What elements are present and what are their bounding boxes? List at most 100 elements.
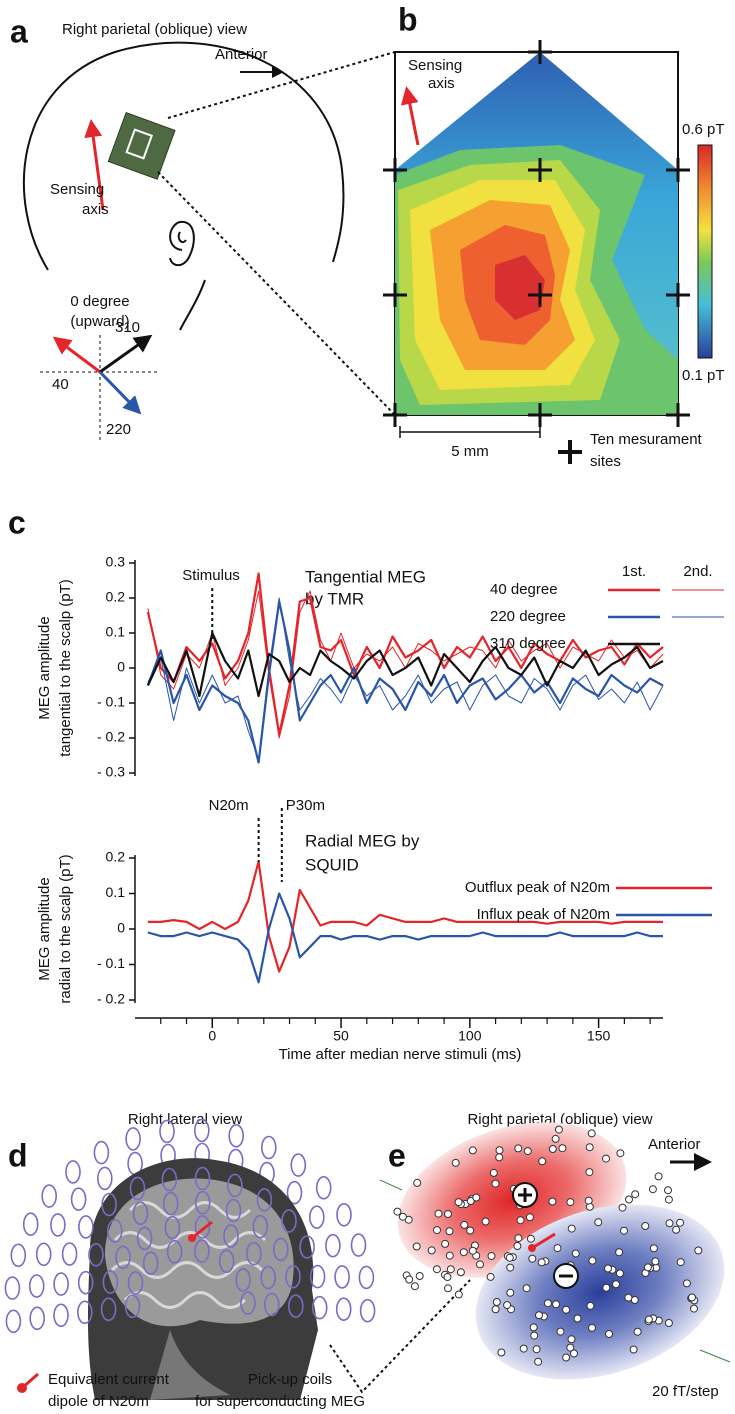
coil xyxy=(335,1297,352,1321)
y-tick-label: 0 xyxy=(117,920,125,936)
trace xyxy=(146,600,664,764)
coil xyxy=(65,1160,81,1184)
sensor-dot xyxy=(602,1283,611,1292)
sensor-dot xyxy=(548,1197,557,1206)
sensing-arrow xyxy=(400,86,420,146)
coil xyxy=(142,1251,159,1275)
sensor-dot xyxy=(466,1226,475,1235)
coil xyxy=(290,1153,307,1177)
coil xyxy=(252,1214,269,1239)
sensor-dot xyxy=(631,1190,640,1199)
coil xyxy=(100,1297,117,1322)
legend-label: Outflux peak of N20m xyxy=(465,879,610,896)
sensing-label: axis xyxy=(82,201,109,218)
coil xyxy=(35,1242,52,1267)
sensor-dot xyxy=(445,1227,454,1236)
legend-label: 310 degree xyxy=(490,635,566,652)
coil xyxy=(194,1215,211,1239)
sensor-dot xyxy=(604,1264,612,1273)
legend-label: 220 degree xyxy=(490,608,566,625)
sensor-dot xyxy=(454,1290,463,1299)
coil xyxy=(235,1268,251,1292)
coil xyxy=(286,1180,303,1205)
y-tick-label: 0.3 xyxy=(106,554,126,570)
sensor-dot xyxy=(620,1226,628,1235)
panel-label: d xyxy=(8,1137,28,1173)
coil xyxy=(225,1198,242,1223)
annotation: Stimulus xyxy=(182,567,240,584)
sensor-dot xyxy=(530,1331,539,1340)
sensor-dot xyxy=(664,1186,672,1195)
y-tick-label: - 0.2 xyxy=(97,991,125,1007)
anterior-label: Anterior xyxy=(215,46,268,63)
sensor-dot xyxy=(492,1298,501,1306)
sensor-dot xyxy=(585,1143,594,1152)
sensor-dot xyxy=(444,1284,452,1293)
coil xyxy=(77,1270,94,1295)
coil xyxy=(325,1233,341,1258)
legend-column: 1st. xyxy=(622,563,646,580)
sensor-dot xyxy=(523,1147,532,1156)
sensor-dot xyxy=(624,1293,633,1302)
sensor-dot xyxy=(454,1198,463,1207)
y-axis-title: MEG amplitude xyxy=(36,616,53,719)
y-tick-label: - 0.1 xyxy=(97,955,125,971)
sensor-dot xyxy=(552,1300,561,1309)
coil xyxy=(162,1191,179,1216)
site-legend: sites xyxy=(590,453,621,470)
dipole-label: Equivalent current xyxy=(48,1371,170,1388)
fit-line xyxy=(699,1349,731,1363)
coil xyxy=(22,1212,39,1236)
sensor-dot xyxy=(413,1178,422,1187)
sensor-dot xyxy=(412,1242,421,1251)
coil xyxy=(164,1215,181,1240)
sensor-dot xyxy=(665,1219,674,1228)
coil xyxy=(53,1272,69,1296)
site-legend: Ten mesurament xyxy=(590,431,703,448)
y-tick-label: - 0.3 xyxy=(97,764,125,780)
sensor-dot xyxy=(629,1345,638,1354)
sensor-dot xyxy=(633,1327,642,1336)
dipole-label: dipole of N20m xyxy=(48,1393,149,1410)
sensor-dot xyxy=(495,1153,504,1162)
sensor-dot xyxy=(525,1213,534,1222)
coil xyxy=(93,1140,110,1165)
trace xyxy=(147,860,663,973)
coil xyxy=(70,1187,87,1211)
coil xyxy=(101,1192,117,1217)
sensor-dot xyxy=(690,1304,698,1313)
coil xyxy=(50,1213,66,1237)
trace xyxy=(146,631,664,698)
chart-title: SQUID xyxy=(305,855,359,874)
coil xyxy=(41,1184,58,1208)
sensor-dot xyxy=(587,1129,596,1138)
degree-label: 220 xyxy=(106,421,131,438)
sensor-dot xyxy=(486,1272,495,1281)
sensor-dot xyxy=(519,1344,528,1353)
sensor-dot xyxy=(472,1193,481,1202)
sensor-dot xyxy=(566,1343,575,1352)
sensor-dot xyxy=(535,1311,543,1320)
site-legend-icon xyxy=(558,440,582,464)
sensor-dot xyxy=(393,1207,402,1216)
panel-label: a xyxy=(10,13,28,49)
coil xyxy=(29,1306,46,1331)
coil xyxy=(285,1264,301,1289)
degree-label: 310 xyxy=(115,319,140,336)
view-title: Right parietal (oblique) view xyxy=(467,1111,652,1128)
y-tick-label: 0.1 xyxy=(106,884,126,900)
panel-label: c xyxy=(8,504,26,540)
coil xyxy=(227,1173,243,1198)
sensor-dot xyxy=(441,1239,450,1248)
coil xyxy=(308,1205,325,1229)
coil xyxy=(256,1188,273,1212)
sensor-dot xyxy=(588,1323,596,1332)
coil xyxy=(218,1249,235,1273)
sensor-dot xyxy=(516,1216,525,1225)
coil xyxy=(194,1118,210,1143)
sensor-dot xyxy=(566,1198,575,1207)
coil xyxy=(287,1294,304,1318)
coil xyxy=(350,1233,367,1257)
sensor-dot xyxy=(618,1203,627,1212)
